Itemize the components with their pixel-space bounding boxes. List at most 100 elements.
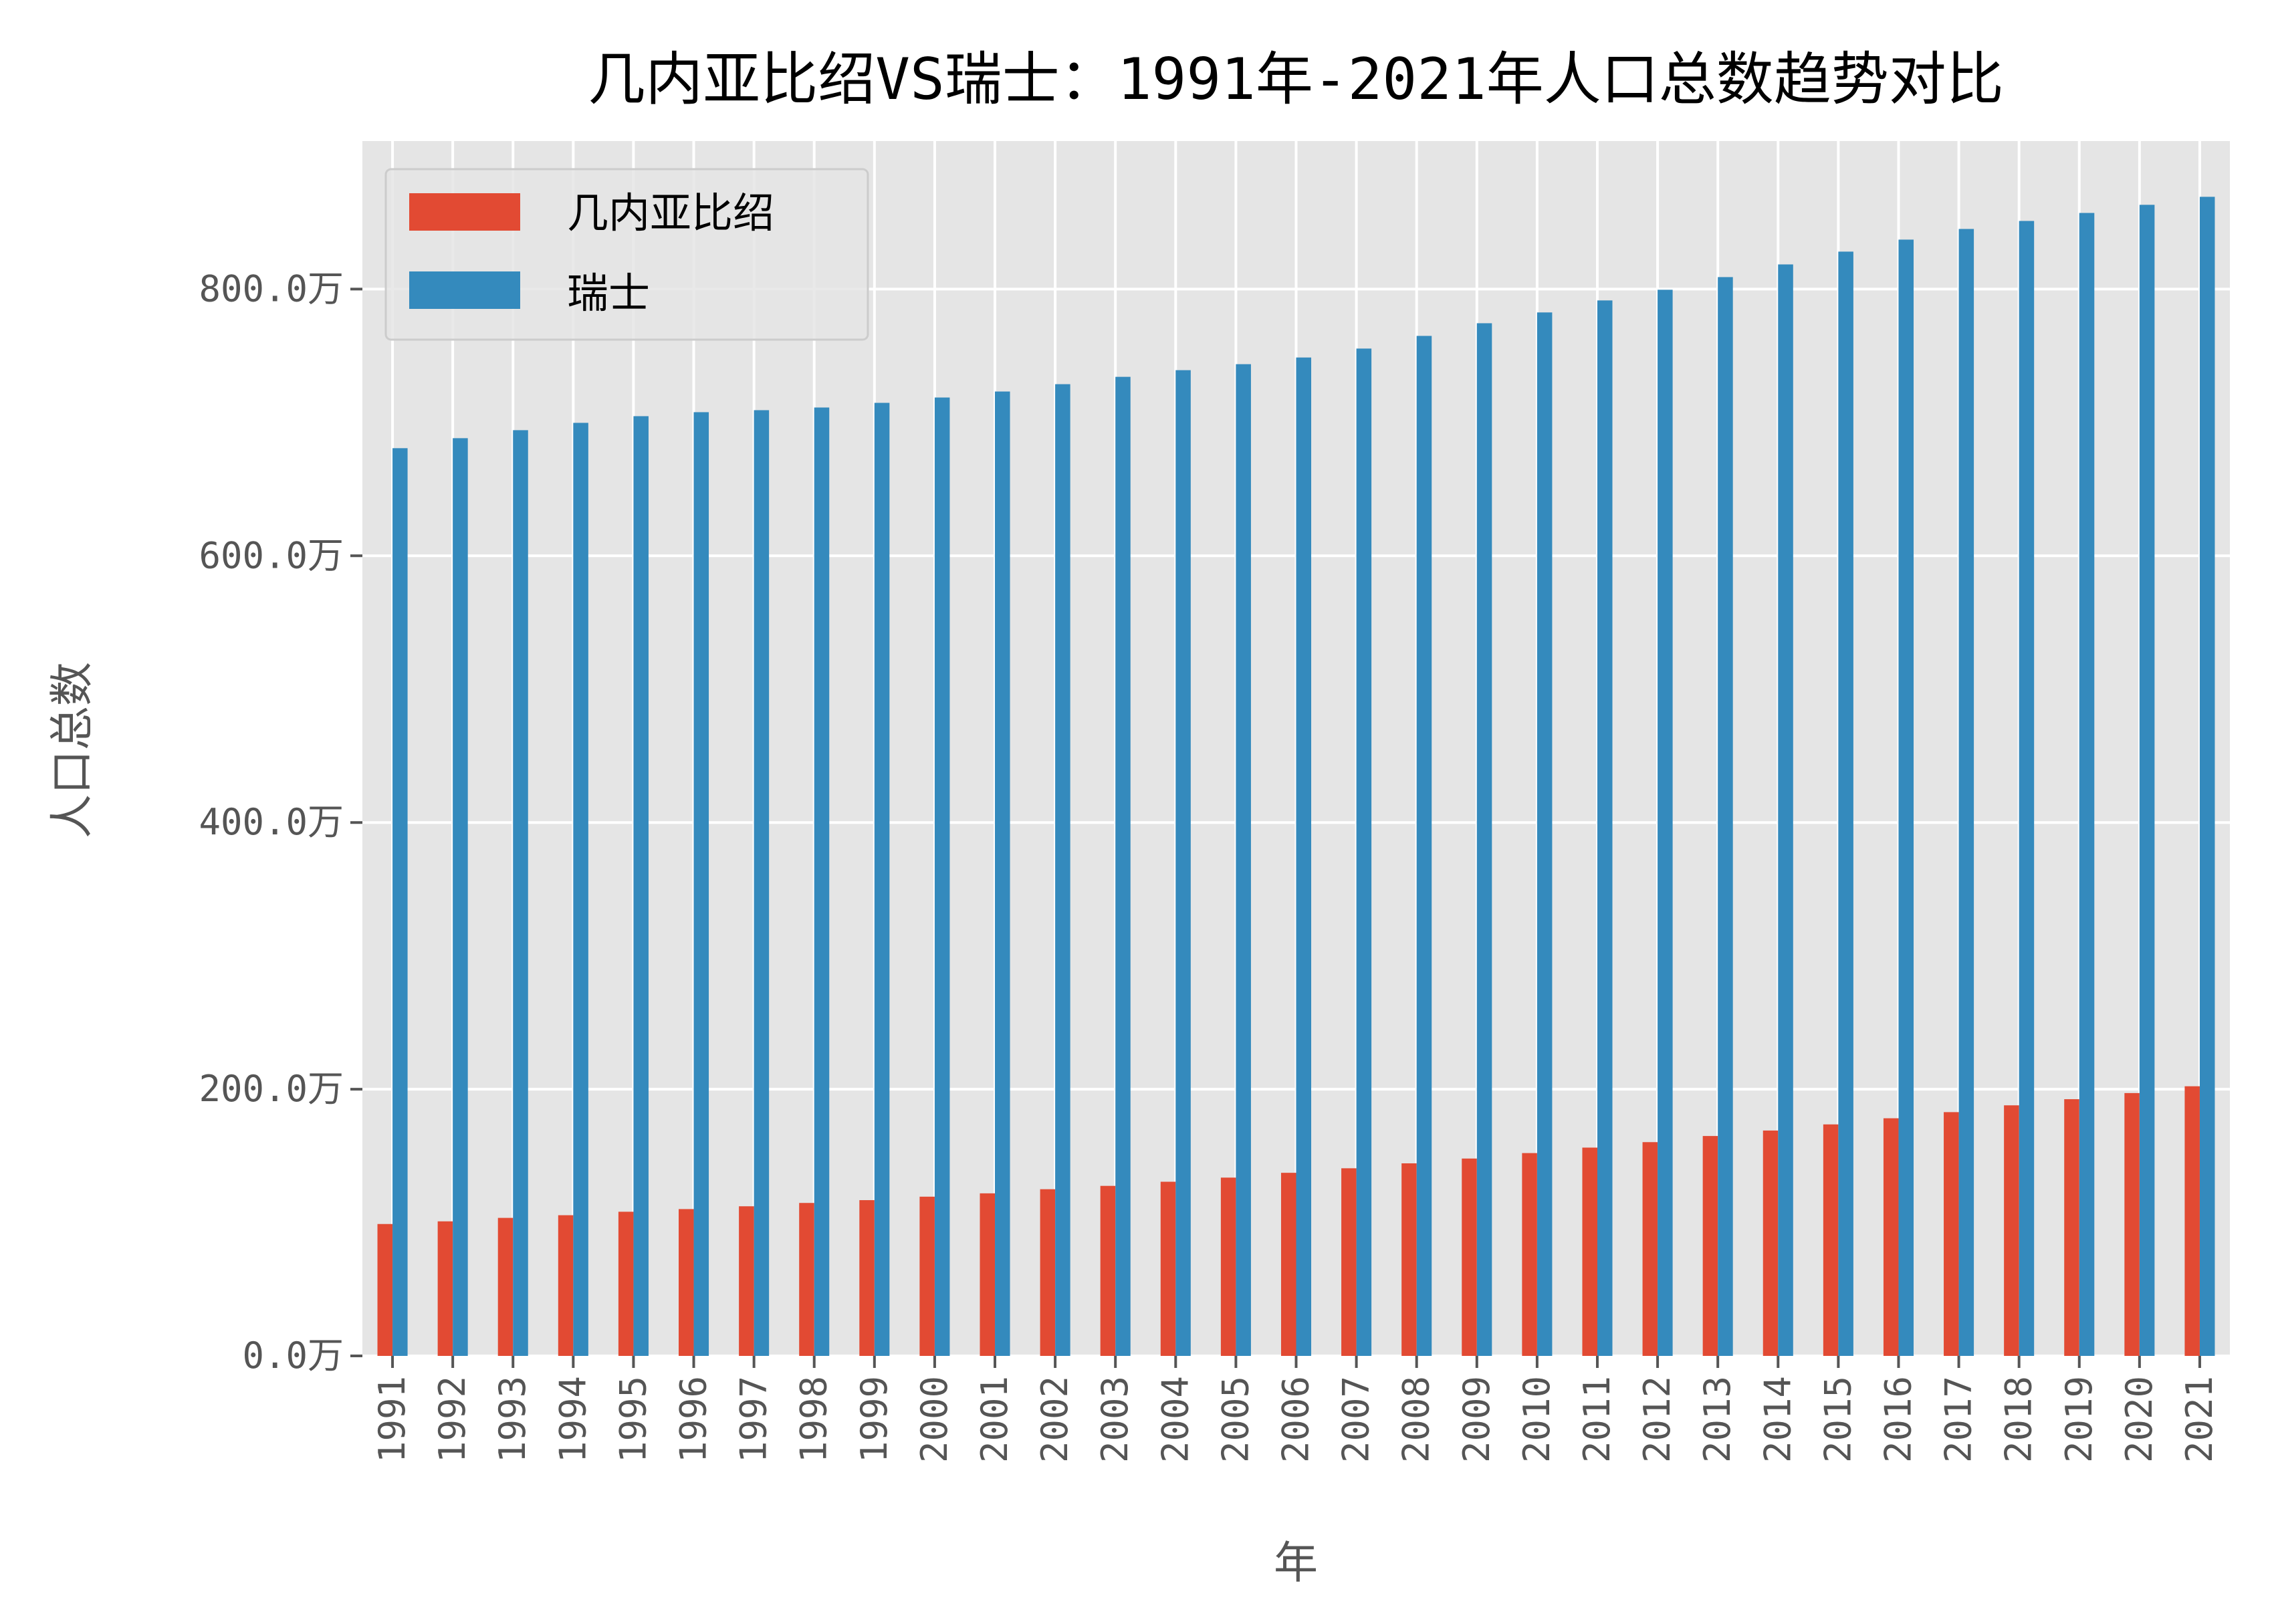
bar-guinea-bissau-1999: [859, 1200, 875, 1356]
bar-guinea-bissau-1998: [799, 1203, 814, 1356]
bar-switzerland-1991: [392, 448, 408, 1357]
y-tick-label: 200.0万: [199, 1068, 344, 1110]
bar-switzerland-2011: [1597, 300, 1613, 1356]
x-tick-label: 2005: [1214, 1376, 1256, 1463]
x-tick-label: 2008: [1395, 1376, 1438, 1463]
bar-guinea-bissau-1991: [377, 1224, 393, 1356]
bar-switzerland-2005: [1236, 364, 1251, 1356]
bar-guinea-bissau-2020: [2124, 1092, 2140, 1356]
bar-switzerland-2001: [995, 391, 1010, 1356]
bar-guinea-bissau-2007: [1341, 1168, 1357, 1356]
bar-switzerland-1999: [874, 402, 890, 1356]
x-tick-label: 2013: [1696, 1376, 1738, 1463]
bar-guinea-bissau-2000: [919, 1196, 935, 1356]
legend-label-switzerland: 瑞士: [567, 269, 650, 318]
bar-switzerland-1998: [814, 407, 830, 1356]
x-tick-label: 2021: [2178, 1376, 2221, 1463]
x-tick-label: 1998: [793, 1376, 835, 1463]
bar-switzerland-1992: [453, 438, 468, 1356]
bar-switzerland-2021: [2199, 197, 2215, 1356]
x-tick-label: 1993: [491, 1376, 534, 1463]
bar-switzerland-2008: [1416, 336, 1432, 1356]
bar-switzerland-2004: [1175, 370, 1191, 1356]
x-tick-label: 1995: [612, 1376, 654, 1463]
bar-guinea-bissau-2005: [1220, 1177, 1236, 1356]
x-tick-label: 1996: [673, 1376, 715, 1463]
bar-switzerland-2018: [2019, 221, 2035, 1357]
x-tick-label: 1992: [431, 1376, 473, 1463]
bar-guinea-bissau-1997: [739, 1206, 754, 1356]
bar-switzerland-2017: [1958, 229, 1974, 1356]
x-axis-ticks: 1991 1992 1993 1994 1995 1996 1997 1998 1999 2000…: [371, 1356, 2221, 1463]
legend-label-guinea-bissau: 几内亚比绍: [567, 189, 774, 237]
x-tick-label: 2006: [1275, 1376, 1317, 1463]
bar-guinea-bissau-2018: [2004, 1105, 2019, 1356]
x-tick-label: 2010: [1516, 1376, 1558, 1463]
y-tick-label: 800.0万: [199, 267, 344, 310]
bar-guinea-bissau-2014: [1763, 1130, 1779, 1356]
bar-switzerland-1993: [513, 430, 528, 1356]
x-tick-label: 2018: [1998, 1376, 2040, 1463]
bars: [377, 197, 2215, 1357]
y-tick-label: 400.0万: [199, 801, 344, 843]
x-tick-label: 2012: [1636, 1376, 1678, 1463]
x-tick-label: 2019: [2058, 1376, 2100, 1463]
x-tick-label: 2014: [1756, 1376, 1799, 1463]
bar-switzerland-2013: [1718, 277, 1733, 1356]
bar-switzerland-2000: [934, 397, 950, 1356]
legend-swatch-switzerland: [409, 271, 520, 309]
x-tick-label: 2001: [974, 1376, 1016, 1463]
bar-switzerland-2006: [1296, 357, 1312, 1356]
bar-guinea-bissau-2011: [1582, 1147, 1597, 1356]
bar-guinea-bissau-2013: [1702, 1136, 1718, 1356]
chart-title: 几内亚比绍VS瑞士：1991年-2021年人口总数趋势对比: [588, 46, 2004, 113]
bar-guinea-bissau-1995: [618, 1211, 634, 1356]
bar-switzerland-2019: [2079, 213, 2095, 1357]
bar-guinea-bissau-1996: [679, 1209, 694, 1356]
y-axis-label: 人口总数: [46, 662, 98, 838]
bar-guinea-bissau-1992: [437, 1221, 453, 1356]
bar-switzerland-2015: [1838, 251, 1853, 1357]
x-tick-label: 1997: [733, 1376, 775, 1463]
bar-switzerland-2002: [1055, 384, 1070, 1357]
x-tick-label: 2015: [1817, 1376, 1859, 1463]
bar-switzerland-1994: [573, 423, 588, 1356]
bar-switzerland-2020: [2139, 205, 2155, 1356]
legend: 几内亚比绍 瑞士: [384, 168, 869, 341]
x-axis-label: 年: [1274, 1537, 1318, 1589]
bar-switzerland-1996: [693, 412, 709, 1357]
bar-switzerland-2003: [1115, 376, 1131, 1356]
x-tick-label: 1999: [853, 1376, 895, 1463]
x-tick-label: 2007: [1335, 1376, 1377, 1463]
bar-guinea-bissau-2006: [1280, 1173, 1296, 1356]
bar-switzerland-2010: [1537, 312, 1553, 1357]
x-tick-label: 1994: [552, 1376, 594, 1463]
bar-guinea-bissau-2002: [1040, 1189, 1056, 1356]
bar-guinea-bissau-2010: [1522, 1153, 1537, 1356]
x-tick-label: 2000: [913, 1376, 955, 1463]
bar-switzerland-1995: [633, 416, 649, 1356]
bar-guinea-bissau-2012: [1642, 1142, 1658, 1356]
bar-switzerland-2012: [1658, 289, 1673, 1356]
legend-swatch-guinea-bissau: [409, 193, 520, 231]
bar-guinea-bissau-2016: [1883, 1118, 1899, 1356]
x-tick-label: 2017: [1938, 1376, 1980, 1463]
y-tick-label: 0.0万: [242, 1335, 344, 1377]
bar-guinea-bissau-2008: [1401, 1163, 1417, 1356]
bar-guinea-bissau-2017: [1944, 1112, 1959, 1356]
bar-guinea-bissau-2021: [2184, 1086, 2200, 1356]
y-axis-ticks: 0.0万 200.0万 400.0万 600.0万 800.0万: [199, 267, 362, 1377]
bar-switzerland-1997: [754, 410, 770, 1356]
x-tick-label: 2009: [1456, 1376, 1498, 1463]
bar-switzerland-2009: [1476, 323, 1492, 1356]
x-tick-label: 2011: [1576, 1376, 1618, 1463]
bar-guinea-bissau-2009: [1462, 1158, 1477, 1356]
bar-guinea-bissau-2004: [1160, 1181, 1176, 1356]
bar-guinea-bissau-2015: [1823, 1124, 1839, 1356]
x-tick-label: 1991: [371, 1376, 413, 1463]
x-tick-label: 2003: [1094, 1376, 1136, 1463]
bar-switzerland-2014: [1778, 264, 1793, 1356]
bar-guinea-bissau-2019: [2064, 1099, 2079, 1356]
bar-guinea-bissau-2001: [980, 1193, 996, 1356]
